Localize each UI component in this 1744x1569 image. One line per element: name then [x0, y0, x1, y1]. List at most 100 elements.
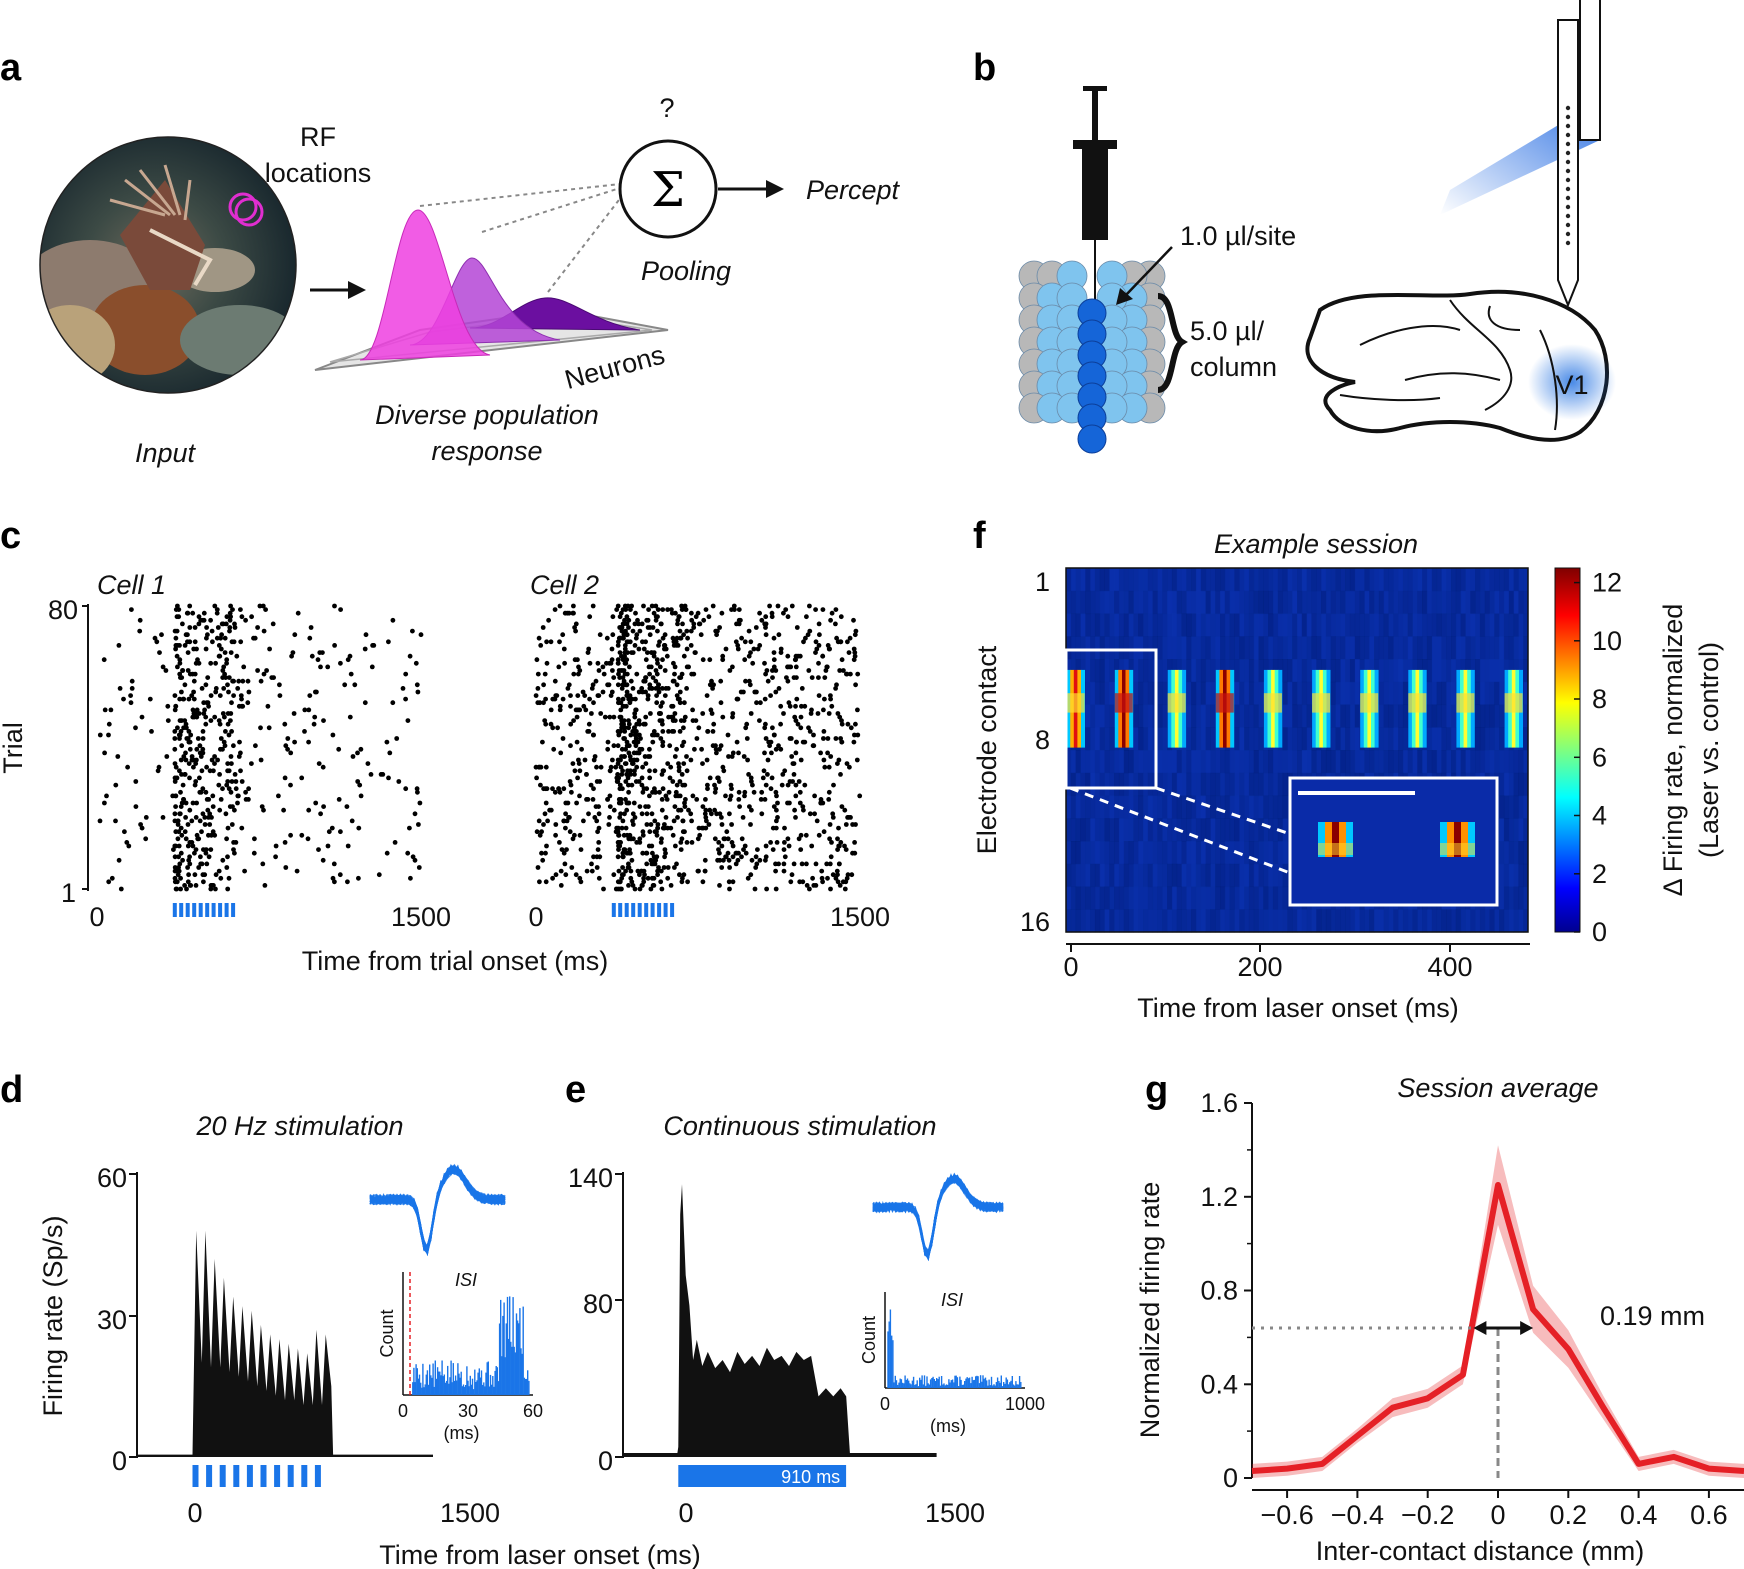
- population-label-line2: response: [431, 436, 542, 466]
- spike: [586, 721, 592, 727]
- heatmap-cell: [1292, 659, 1298, 683]
- heatmap-cell: [1306, 750, 1312, 774]
- laser-pulse: [211, 903, 216, 917]
- spike: [677, 729, 683, 734]
- heatmap-cell: [1171, 886, 1178, 910]
- heatmap-cell: [1210, 568, 1216, 592]
- heatmap-cell: [1508, 750, 1515, 774]
- heatmap-cell: [1301, 659, 1308, 683]
- spike: [627, 832, 633, 838]
- spike: [242, 868, 248, 874]
- spike: [720, 657, 726, 663]
- spike: [386, 639, 391, 645]
- spike: [809, 675, 815, 680]
- heatmap-cell: [1138, 727, 1144, 751]
- spike: [573, 621, 579, 627]
- spike: [192, 872, 198, 878]
- spike: [623, 868, 628, 874]
- spike: [721, 857, 726, 863]
- isi-label: ISI: [941, 1290, 963, 1310]
- spike: [650, 789, 655, 795]
- heatmap-cell: [1518, 590, 1524, 615]
- waveform-trace: [872, 1176, 1004, 1255]
- spike: [183, 757, 189, 763]
- heatmap-cell: [1398, 704, 1404, 728]
- heatmap-cell: [1195, 590, 1202, 615]
- heatmap-cell: [1301, 568, 1308, 592]
- spike: [183, 721, 189, 727]
- heatmap-cell: [1253, 909, 1259, 933]
- spike: [204, 625, 210, 630]
- heatmap-cell: [1417, 909, 1423, 933]
- spike: [615, 643, 621, 648]
- heatmap-cell: [1200, 727, 1207, 751]
- spike: [844, 875, 850, 881]
- heatmap-cell: [1508, 886, 1515, 910]
- spike: [392, 840, 398, 845]
- spike: [232, 850, 237, 856]
- spike: [654, 671, 660, 677]
- heatmap-cell: [1268, 841, 1274, 865]
- heatmap-cell: [1224, 613, 1231, 637]
- spike: [778, 646, 784, 652]
- spike: [778, 746, 784, 752]
- spike: [238, 693, 244, 698]
- heatmap-cell: [1388, 727, 1394, 751]
- spike: [307, 693, 313, 698]
- spike: [292, 739, 297, 745]
- spike: [627, 754, 633, 759]
- waveform-trace: [872, 1174, 1004, 1256]
- spike: [637, 840, 643, 845]
- spike: [191, 696, 197, 702]
- spike: [189, 840, 195, 845]
- spike: [203, 714, 209, 720]
- probe-contact: [1565, 123, 1571, 129]
- probe-contact: [1565, 204, 1571, 210]
- spike: [635, 617, 640, 623]
- heatmap-cell: [1470, 636, 1476, 660]
- heatmap-cell: [1229, 636, 1235, 660]
- waveform-trace: [369, 1168, 506, 1257]
- heatmap-cell: [1441, 568, 1447, 592]
- spike: [647, 793, 652, 799]
- heatmap-cell: [1268, 636, 1274, 660]
- spike: [681, 725, 686, 731]
- spike: [623, 746, 628, 752]
- heatmap-cell: [1431, 704, 1438, 728]
- spike: [219, 621, 225, 627]
- spike: [541, 700, 546, 706]
- spike: [238, 639, 244, 645]
- spike: [172, 854, 178, 860]
- spike: [416, 865, 422, 870]
- heatmap-cell: [1306, 704, 1312, 728]
- heatmap-cell: [1220, 886, 1226, 910]
- spike: [571, 671, 577, 677]
- heatmap-cell: [1157, 795, 1163, 819]
- spike: [657, 789, 662, 795]
- spike: [746, 772, 751, 777]
- heatmap-cell: [1301, 636, 1308, 660]
- heatmap-cell: [1147, 590, 1154, 615]
- heatmap-cell: [1085, 727, 1091, 751]
- spike: [647, 775, 653, 781]
- spike: [662, 822, 667, 827]
- spike: [613, 764, 619, 770]
- spike: [542, 811, 548, 817]
- spike: [712, 782, 717, 788]
- spike: [561, 646, 567, 652]
- heatmap-cell: [1340, 704, 1346, 728]
- heatmap-cell: [1248, 568, 1255, 592]
- heatmap-cell: [1297, 590, 1303, 615]
- laser-pulse: [233, 1465, 240, 1487]
- heatmap-cell: [1513, 568, 1519, 592]
- heatmap-cell: [1224, 863, 1231, 888]
- spike: [811, 732, 816, 738]
- spike: [200, 811, 206, 817]
- spike: [639, 775, 645, 781]
- spike: [186, 872, 192, 878]
- heatmap-cell: [1393, 681, 1399, 706]
- heatmap-cell: [1162, 636, 1168, 660]
- spike: [704, 757, 710, 763]
- heatmap-cell: [1186, 704, 1192, 728]
- heatmap-cell: [1513, 772, 1519, 797]
